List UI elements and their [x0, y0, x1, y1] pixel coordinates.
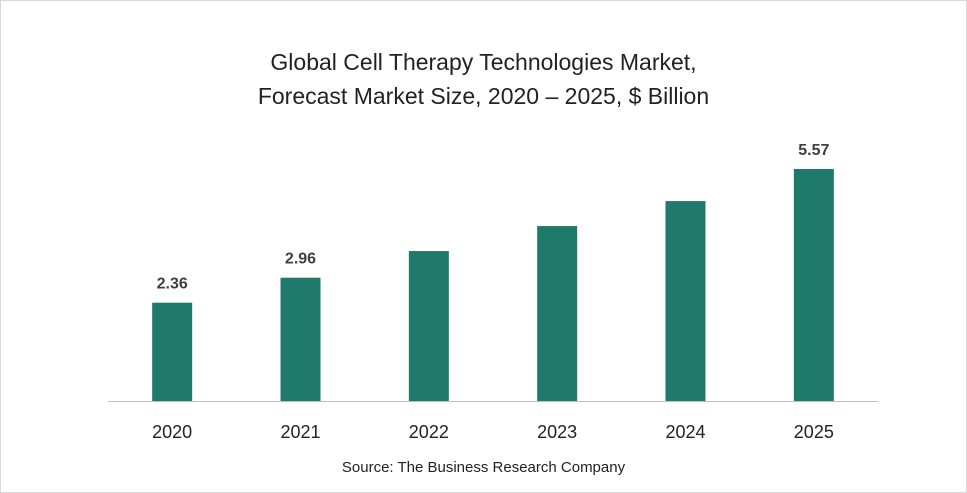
bar-2024 [665, 201, 706, 401]
data-label-2020: 2.36 [157, 276, 188, 293]
source-note: Source: The Business Research Company [341, 459, 626, 476]
bar-2025 [793, 169, 834, 401]
bar-2021 [280, 277, 321, 401]
x-tick-2021: 2021 [280, 422, 320, 442]
x-tick-2024: 2024 [665, 422, 705, 442]
x-tick-2020: 2020 [152, 422, 192, 442]
bars-group [152, 169, 834, 401]
x-tick-2025: 2025 [794, 422, 834, 442]
chart-title-line-1: Global Cell Therapy Technologies Market, [270, 49, 697, 75]
data-label-2021: 2.96 [285, 251, 316, 268]
x-tick-2023: 2023 [537, 422, 577, 442]
chart-title-line-2: Forecast Market Size, 2020 – 2025, $ Bil… [257, 83, 710, 109]
chart-title: Global Cell Therapy Technologies Market,… [1, 45, 966, 113]
bar-2023 [537, 226, 578, 401]
x-tick-2022: 2022 [409, 422, 449, 442]
bar-2020 [152, 302, 193, 401]
x-tick-labels-group: 2020 2021 2022 2023 2024 2025 [152, 422, 834, 442]
data-label-2025: 5.57 [798, 142, 829, 159]
data-labels-group: 2.36 2.96 5.57 [157, 142, 830, 293]
bar-2022 [408, 251, 449, 401]
